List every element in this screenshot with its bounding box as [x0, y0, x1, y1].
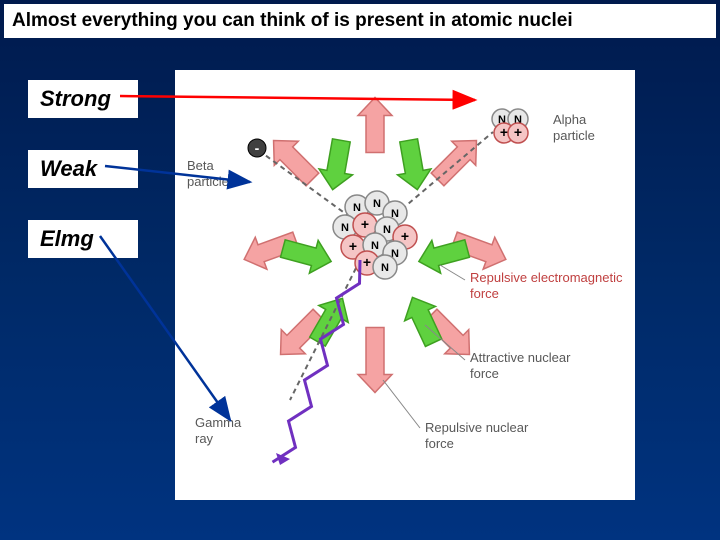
elmg-label: Elmg	[28, 220, 138, 258]
svg-text:+: +	[361, 216, 369, 232]
strong-label: Strong	[28, 80, 138, 118]
alpha-label: Alphaparticle	[553, 112, 595, 143]
svg-text:N: N	[371, 240, 379, 252]
svg-text:N: N	[341, 222, 349, 234]
svg-text:+: +	[349, 238, 357, 254]
attractive-label: Attractive nuclearforce	[470, 350, 570, 381]
svg-text:N: N	[383, 224, 391, 236]
svg-text:N: N	[381, 262, 389, 274]
weak-label: Weak	[28, 150, 138, 188]
nuclear-diagram: NNNN+N++NN+NNN++- Alphaparticle Betapart…	[175, 70, 635, 500]
page-title: Almost everything you can think of is pr…	[4, 4, 716, 38]
svg-text:+: +	[500, 124, 508, 140]
gamma-label: Gammaray	[195, 415, 241, 446]
svg-text:N: N	[373, 198, 381, 210]
beta-label: Betaparticle	[187, 158, 229, 189]
svg-text:+: +	[514, 124, 522, 140]
svg-text:N: N	[353, 202, 361, 214]
svg-text:-: -	[255, 140, 260, 156]
repulsive-em-label: Repulsive electromagneticforce	[470, 270, 622, 301]
svg-text:+: +	[363, 254, 371, 270]
svg-text:+: +	[401, 228, 409, 244]
repulsive-nuclear-label: Repulsive nuclearforce	[425, 420, 528, 451]
